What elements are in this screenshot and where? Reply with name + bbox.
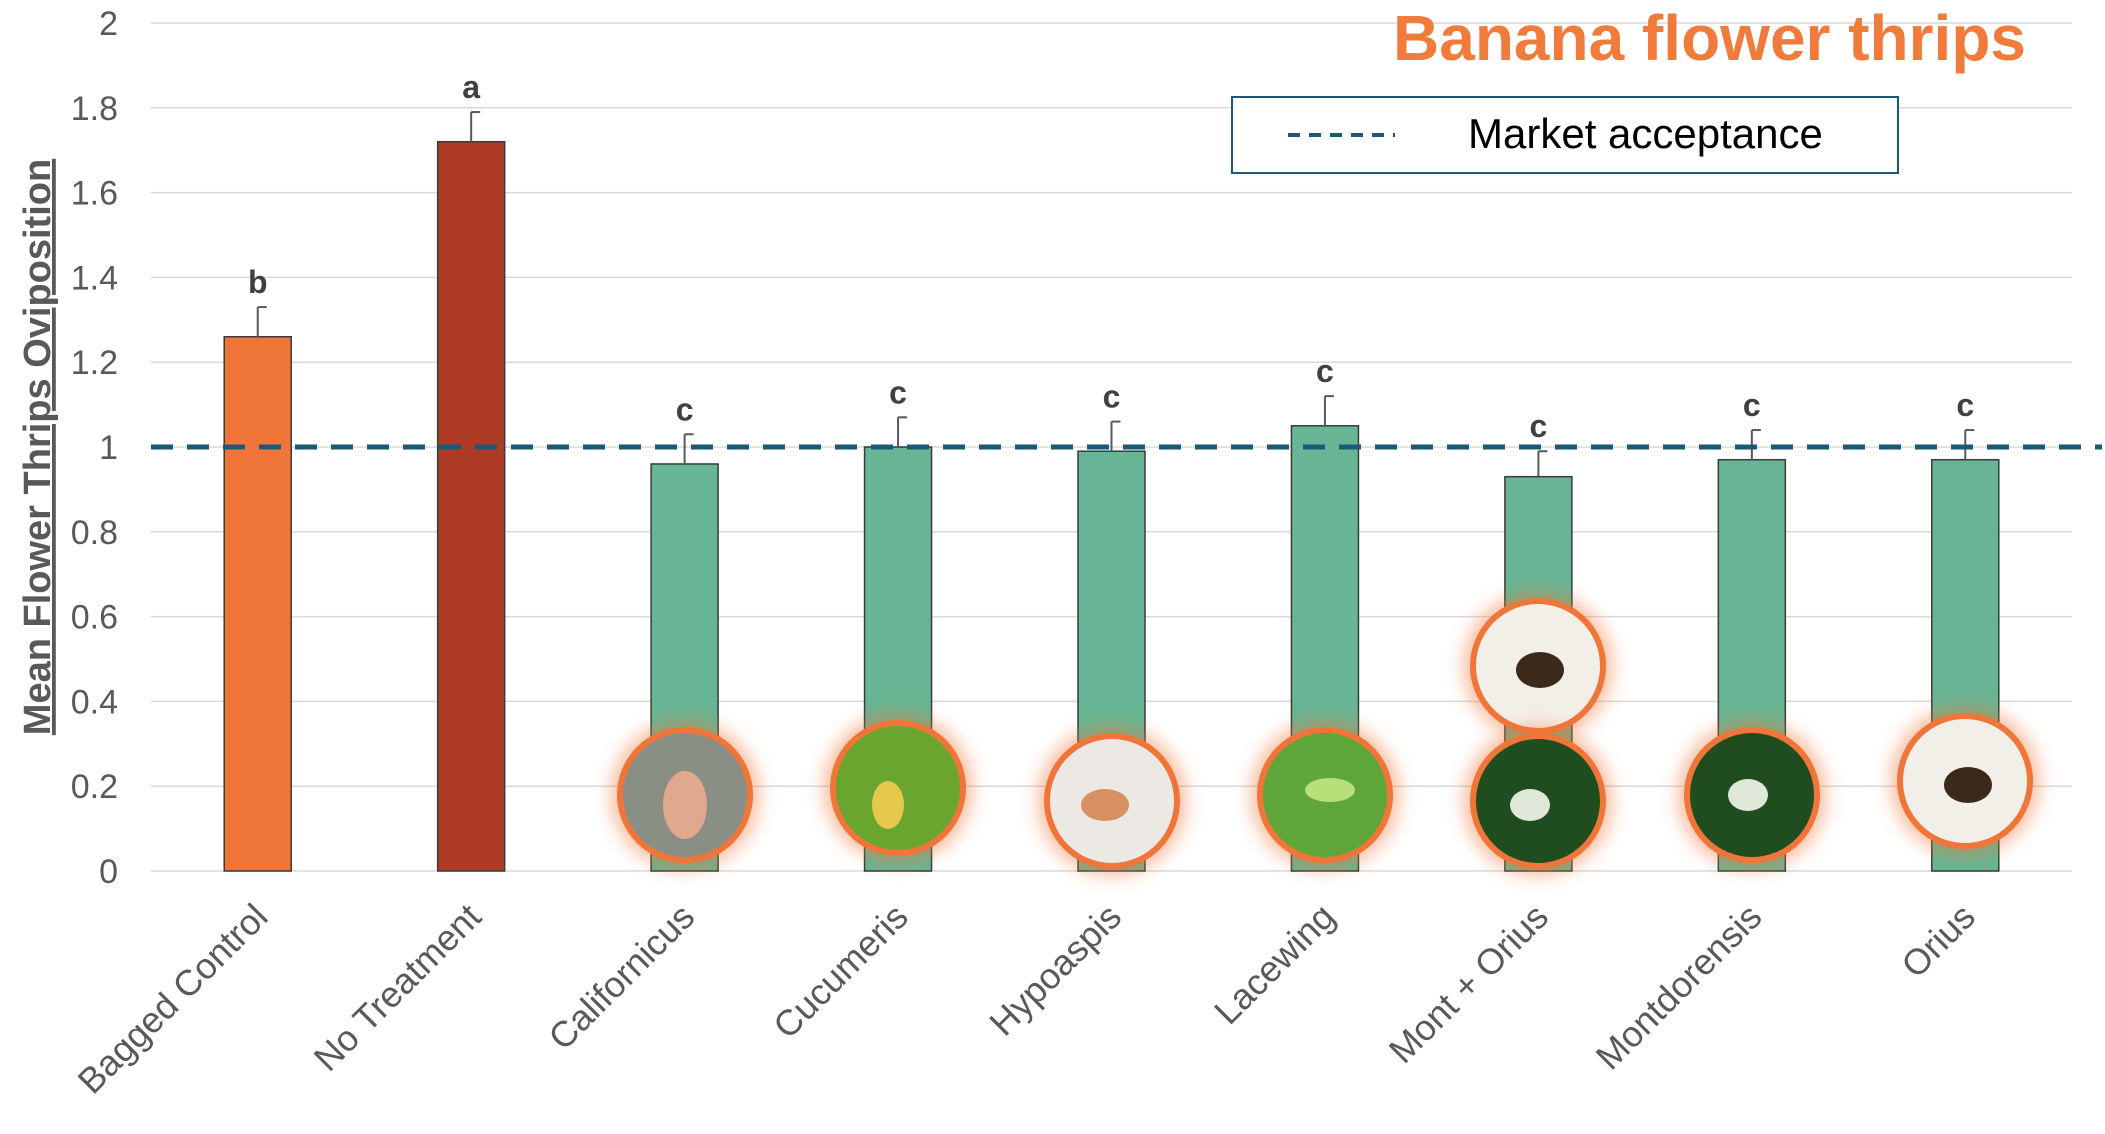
y-tick-label: 0.4 [71,683,118,721]
photo [1251,721,1399,869]
y-axis-label: Mean Flower Thrips Oviposition [17,159,59,735]
photo [1038,727,1186,875]
significance-letter: c [1103,379,1121,415]
y-tick-label: 0.2 [71,768,118,806]
y-tick-label: 0.8 [71,514,118,552]
chart-title: Banana flower thrips [1393,2,2026,74]
bar [438,142,505,871]
x-tick-label: Hypoaspis [981,896,1129,1044]
significance-letter: c [1316,353,1334,389]
x-tick-label: Mont + Orius [1381,896,1556,1071]
photo [611,721,759,869]
page: 0 0.2 0.4 0.6 0.8 1 1.2 1.4 1.6 1.8 2 Bagged Contro… [0,0,2105,1134]
x-tick-label: No Treatment [306,896,489,1079]
photo [1464,727,1612,875]
legend-label: Market acceptance [1468,110,1823,157]
x-tick-label: Bagged Control [69,896,275,1102]
significance-letter: c [1956,387,1974,423]
x-tick-label: Californicus [540,896,702,1058]
y-tick-label: 1.4 [71,259,118,297]
significance-letter: c [889,374,907,410]
y-tick-label: 1 [99,429,118,467]
photo [1464,592,1612,740]
y-tick-label: 0.6 [71,599,118,637]
significance-letter: a [462,69,480,105]
x-tick-label: Orius [1893,896,1983,986]
significance-letter: c [1529,408,1547,444]
x-tick-label: Montdorensis [1588,896,1770,1078]
significance-letter: b [248,264,268,300]
y-tick-label: 1.2 [71,344,118,382]
x-tick-label: Cucumeris [765,896,916,1047]
y-tick-label: 2 [99,5,118,43]
significance-letter: c [1743,387,1761,423]
photo [824,714,972,862]
y-tick-label: 0 [99,853,118,891]
chart: 0 0.2 0.4 0.6 0.8 1 1.2 1.4 1.6 1.8 2 Bagged Contro… [0,0,2105,1134]
photo [1891,707,2039,855]
y-tick-label: 1.8 [71,90,118,128]
photo [1678,721,1826,869]
bar [224,337,291,871]
significance-letter: c [676,391,694,427]
x-tick-label: Lacewing [1206,896,1343,1033]
y-tick-label: 1.6 [71,175,118,213]
